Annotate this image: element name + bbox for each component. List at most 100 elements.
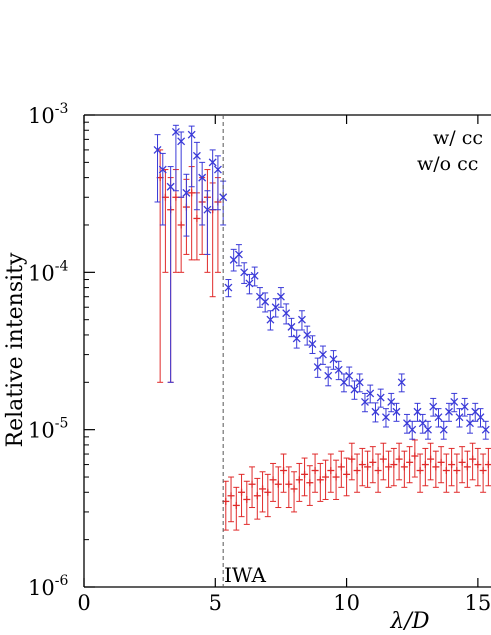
data-point [442,453,450,493]
data-point [453,453,461,493]
marker [460,402,469,411]
data-point [358,447,366,487]
data-point [385,450,393,488]
data-point [192,141,201,211]
data-point [369,446,377,484]
marker [158,165,167,174]
data-point [424,420,432,440]
data-point [350,380,359,400]
x-tick-label: 0 [77,591,90,615]
marker [182,188,191,197]
data-point [332,459,340,500]
data-point [466,413,474,434]
data-point [264,473,272,518]
marker [329,355,338,364]
marker [397,378,406,387]
data-point [403,413,411,434]
data-point [450,392,459,413]
data-point [429,397,438,417]
data-point [445,402,453,422]
data-point [421,447,429,487]
series-red [156,149,491,531]
marker [271,303,280,312]
marker [224,283,233,292]
marker [303,330,312,339]
data-point [313,357,322,378]
marker [171,128,180,136]
data-point [297,310,306,331]
marker [219,193,228,202]
data-point [316,462,324,502]
y-tick-label: 10-4 [28,258,68,285]
data-point [437,446,445,484]
legend-entry-wcc: w/ cc [433,127,483,149]
data-point [306,465,314,506]
data-point [213,155,222,211]
data-point [261,292,270,313]
data-point [295,462,303,502]
x-axis-label: λ/D [390,609,430,634]
data-point [308,335,317,354]
marker [213,165,222,174]
data-point [408,420,417,440]
data-point [334,360,343,381]
data-point [280,453,288,493]
data-point [413,402,422,422]
data-point [327,453,335,493]
marker [250,271,259,280]
data-point [469,442,477,481]
y-tick-label: 10-5 [28,416,68,443]
marker [481,425,490,434]
marker [282,309,291,318]
marker [345,371,354,380]
marker [192,151,201,160]
data-point [250,266,259,287]
data-point [400,450,408,488]
tick-labels: 0 5 10 15 10-6 10-5 10-4 10-3 [28,101,491,615]
x-tick-label: 15 [465,591,491,615]
data-point [187,125,196,188]
legend-entry-wocc: w/o cc [417,153,478,175]
data-point [353,453,361,493]
data-point [232,486,240,531]
data-point [301,457,309,497]
data-point [364,450,372,488]
marker [287,322,296,331]
data-point [253,477,261,520]
marker [355,378,364,387]
data-point [343,457,351,497]
data-point [339,373,348,393]
iwa-annotation: IWA [224,563,266,587]
data-point [245,273,254,295]
marker [177,137,186,146]
marker [387,398,396,406]
data-point [243,480,251,525]
data-point [416,453,424,493]
data-point [392,402,401,422]
data-point [271,298,280,318]
data-point [182,173,191,237]
marker [292,334,301,343]
data-point [177,196,185,273]
marker [424,425,432,434]
marker [361,398,369,406]
marker [476,413,485,422]
data-point [476,408,485,428]
marker [208,158,217,167]
marker [255,292,264,301]
marker [376,393,385,402]
marker [445,407,453,416]
marker [318,350,327,359]
data-point [395,442,403,481]
data-point [479,453,487,493]
data-point [379,442,387,481]
marker [198,173,207,182]
marker [324,371,333,380]
data-point [376,388,385,408]
marker [392,407,401,416]
marker [234,250,243,259]
data-point [361,392,369,413]
marker [187,130,196,139]
data-point [366,384,375,404]
